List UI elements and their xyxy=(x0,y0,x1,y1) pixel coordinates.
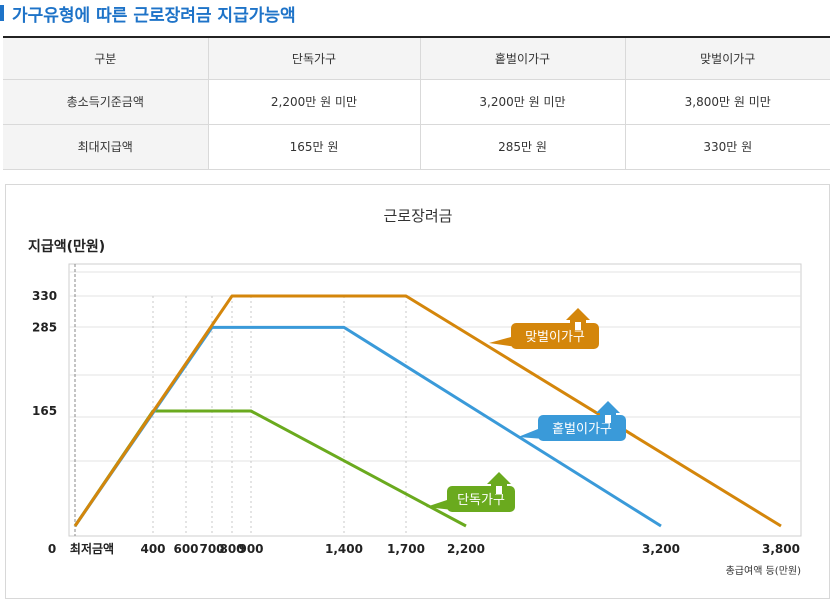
table-row: 총소득기준금액 2,200만 원 미만 3,200만 원 미만 3,800만 원… xyxy=(3,79,830,125)
x-tick-label: 1,700 xyxy=(387,542,425,556)
house-door-icon xyxy=(575,322,581,330)
payment-table: 구분 단독가구 홑벌이가구 맞벌이가구 총소득기준금액 2,200만 원 미만 … xyxy=(3,36,830,170)
y-axis-label: 지급액(만원) xyxy=(28,238,105,255)
house-icon xyxy=(487,472,511,484)
table-header-cell: 단독가구 xyxy=(207,36,420,80)
y-tick-label: 330 xyxy=(32,289,57,303)
page-title-text: 가구유형에 따른 근로장려금 지급가능액 xyxy=(12,5,296,26)
x-tick-label: 최저금액 xyxy=(70,541,114,556)
house-door-icon xyxy=(605,415,611,423)
table-cell: 최대지급액 xyxy=(3,124,208,170)
table-header-cell: 구분 xyxy=(3,36,208,80)
table-row: 최대지급액 165만 원 285만 원 330만 원 xyxy=(3,124,830,170)
legend-single-label: 단독가구 xyxy=(457,493,505,508)
x-tick-label: 700 xyxy=(199,542,224,556)
table-header-cell: 맞벌이가구 xyxy=(624,36,830,80)
chart-title: 근로장려금 xyxy=(383,207,452,225)
legend-single-pointer xyxy=(426,500,453,510)
y-tick-label: 285 xyxy=(32,320,57,334)
series-single-line xyxy=(73,409,467,528)
house-icon xyxy=(566,308,590,320)
plot-frame xyxy=(68,263,802,537)
x-tick-label: 2,200 xyxy=(447,542,485,556)
table-cell: 285만 원 xyxy=(419,124,625,170)
table-cell: 3,800만 원 미만 xyxy=(624,79,830,125)
x-tick-label: 1,400 xyxy=(325,542,363,556)
table-cell: 총소득기준금액 xyxy=(3,79,208,125)
x-tick-label: 3,200 xyxy=(642,542,680,556)
series-dual-line xyxy=(73,294,782,528)
x-tick-label: 800 xyxy=(219,542,244,556)
legend-one-earner-pointer xyxy=(518,429,544,439)
table-cell: 165만 원 xyxy=(207,124,420,170)
legend-dual-pointer xyxy=(489,337,517,347)
house-door-icon xyxy=(496,486,502,494)
table-header-cell: 홑벌이가구 xyxy=(419,36,625,80)
x-tick-label: 3,800 xyxy=(762,542,800,556)
x-tick-label: 600 xyxy=(173,542,198,556)
title-bullet-icon xyxy=(0,5,4,21)
x-tick-label: 0 xyxy=(48,542,56,556)
table-cell: 3,200만 원 미만 xyxy=(419,79,625,125)
table-cell: 330만 원 xyxy=(624,124,830,170)
x-tick-label: 400 xyxy=(140,542,165,556)
house-icon xyxy=(596,401,620,413)
legend-one-earner-label: 홑벌이가구 xyxy=(552,422,612,437)
x-tick-label: 900 xyxy=(238,542,263,556)
table-header-row: 구분 단독가구 홑벌이가구 맞벌이가구 xyxy=(3,36,830,80)
x-axis-label: 총급여액 등(만원) xyxy=(726,565,801,577)
page-title: 가구유형에 따른 근로장려금 지급가능액 xyxy=(0,1,296,26)
legend-dual-label: 맞벌이가구 xyxy=(525,330,585,345)
y-tick-label: 165 xyxy=(32,404,57,418)
table-cell: 2,200만 원 미만 xyxy=(207,79,420,125)
